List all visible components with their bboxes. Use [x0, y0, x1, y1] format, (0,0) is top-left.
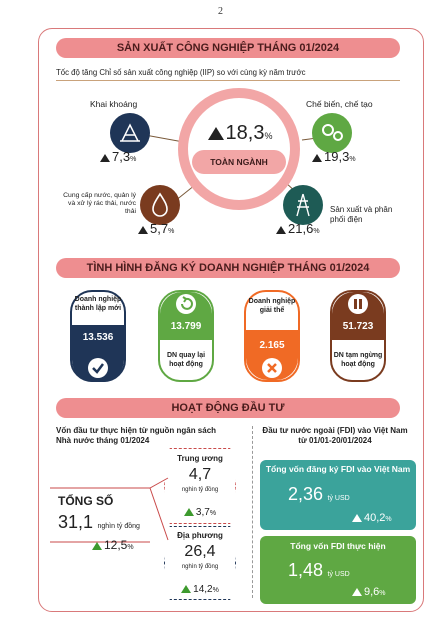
dissolved-business-label: Doanh nghiệp giải thể [248, 298, 296, 314]
total-investment-unit: nghìn tỷ đồng [97, 523, 140, 530]
fdi-registered-value: 2,36 [288, 484, 324, 504]
power-value: 21,6 [288, 221, 314, 236]
total-growth: 18,3% [200, 122, 280, 145]
mining-growth: 7,3% [100, 148, 136, 166]
fdi-registered-growth-unit: % [385, 516, 392, 523]
water-drop-icon [140, 185, 180, 225]
central-label: Trung ương [177, 454, 223, 463]
up-arrow-icon [183, 508, 194, 516]
water-unit: % [168, 228, 175, 235]
up-arrow-icon [138, 226, 148, 234]
central-card [164, 448, 236, 524]
up-arrow-icon [100, 154, 110, 162]
fdi-disbursed-unit: tỷ USD [327, 571, 350, 578]
fdi-disbursed-label: Tổng vốn FDI thực hiện [290, 541, 386, 551]
fdi-registered-growth: 40,2% [352, 508, 392, 526]
total-unit: % [264, 131, 273, 141]
water-label: Cung cấp nước, quản lý và xử lý rác thải… [63, 192, 136, 215]
total-label: TOÀN NGÀNH [192, 150, 286, 174]
water-value: 5,7 [150, 221, 169, 236]
fdi-disbursed-growth: 9,6% [352, 582, 386, 600]
total-value: 18,3 [225, 122, 265, 144]
up-arrow-icon [352, 588, 362, 596]
total-investment-value: 31,1 [58, 512, 94, 532]
section2-banner: TÌNH HÌNH ĐĂNG KÝ DOANH NGHIỆP THÁNG 01/… [56, 258, 400, 278]
fdi-registered-label: Tổng vốn đăng ký FDI vào Việt Nam [265, 464, 411, 474]
fdi-disbursed-growth-unit: % [379, 590, 386, 597]
fdi-registered-card [260, 460, 416, 530]
local-growth: 14,2% [164, 579, 236, 597]
returned-business-label: DN quay lại hoạt động [166, 352, 206, 368]
local-card [164, 526, 236, 600]
manufacturing-label: Chế biến, chế tạo [306, 99, 373, 109]
subtitle-rule [56, 80, 400, 81]
mining-unit: % [130, 156, 137, 163]
central-unit: nghìn tỷ đồng [181, 487, 219, 493]
fdi-heading: Đầu tư nước ngoài (FDI) vào Việt Nam từ … [262, 426, 408, 445]
manufacturing-unit: % [349, 156, 356, 163]
total-investment-growth-value: 12,5 [104, 538, 128, 552]
new-business-value: 13.536 [82, 332, 114, 343]
fdi-registered-amount: 2,36 tỷ USD [288, 484, 350, 505]
mining-value: 7,3 [112, 149, 131, 164]
return-arrow-icon [176, 294, 196, 314]
central-growth-unit: % [209, 510, 217, 517]
local-unit: nghìn tỷ đồng [181, 564, 219, 570]
pause-icon [348, 294, 368, 314]
total-inner-ring [188, 98, 290, 200]
up-arrow-icon [207, 127, 224, 140]
fdi-disbursed-value: 1,48 [288, 560, 324, 580]
power-tower-icon [283, 185, 323, 225]
returned-business-value: 13.799 [170, 321, 202, 332]
page-number: 2 [218, 6, 223, 17]
state-budget-heading: Vốn đầu tư thực hiện từ nguồn ngân sách … [56, 426, 217, 445]
new-business-label: Doanh nghiệp thành lập mới [74, 296, 122, 312]
mining-label: Khai khoáng [90, 99, 138, 109]
gears-icon [312, 113, 352, 153]
power-label: Sản xuất và phân phối điện [330, 205, 393, 224]
total-investment-label: TỔNG SỐ [58, 494, 114, 508]
central-value: 4,7 [188, 466, 212, 483]
power-growth: 21,6% [276, 220, 320, 238]
manufacturing-value: 19,3 [324, 149, 350, 164]
total-investment-growth: 12,5% [92, 536, 134, 554]
suspended-business-label: DN tạm ngừng hoạt động [333, 352, 383, 368]
power-unit: % [313, 228, 320, 235]
fdi-disbursed-card [260, 536, 416, 604]
section1-banner: SẢN XUẤT CÔNG NGHIỆP THÁNG 01/2024 [56, 38, 400, 58]
oil-rig-icon [110, 113, 150, 153]
local-growth-unit: % [212, 587, 219, 594]
total-investment-growth-unit: % [127, 544, 134, 551]
up-arrow-icon [92, 542, 102, 550]
fdi-registered-growth-value: 40,2 [364, 512, 386, 524]
column-divider [252, 426, 253, 598]
dissolved-business-value: 2.165 [259, 340, 285, 351]
central-growth-value: 3,7 [195, 507, 210, 518]
up-arrow-icon [181, 585, 192, 593]
up-arrow-icon [352, 514, 362, 522]
fdi-disbursed-amount: 1,48 tỷ USD [288, 560, 350, 581]
fdi-registered-unit: tỷ USD [327, 495, 350, 502]
section3-banner: HOẠT ĐỘNG ĐẦU TƯ [56, 398, 400, 418]
up-arrow-icon [276, 226, 286, 234]
total-investment-amount: 31,1 nghìn tỷ đồng [58, 512, 140, 533]
checkmark-icon [88, 358, 108, 378]
up-arrow-icon [312, 154, 322, 162]
manufacturing-growth: 19,3% [312, 148, 356, 166]
suspended-business-value: 51.723 [342, 321, 374, 332]
local-value: 26,4 [184, 543, 216, 560]
section1-subtitle: Tốc độ tăng Chỉ số sản xuất công nghiệp … [56, 68, 306, 77]
central-growth: 3,7% [164, 502, 236, 520]
fdi-disbursed-growth-value: 9,6 [364, 586, 380, 598]
local-label: Địa phương [177, 531, 223, 540]
local-growth-value: 14,2 [193, 584, 213, 595]
x-mark-icon [262, 358, 282, 378]
water-growth: 5,7% [138, 220, 174, 238]
